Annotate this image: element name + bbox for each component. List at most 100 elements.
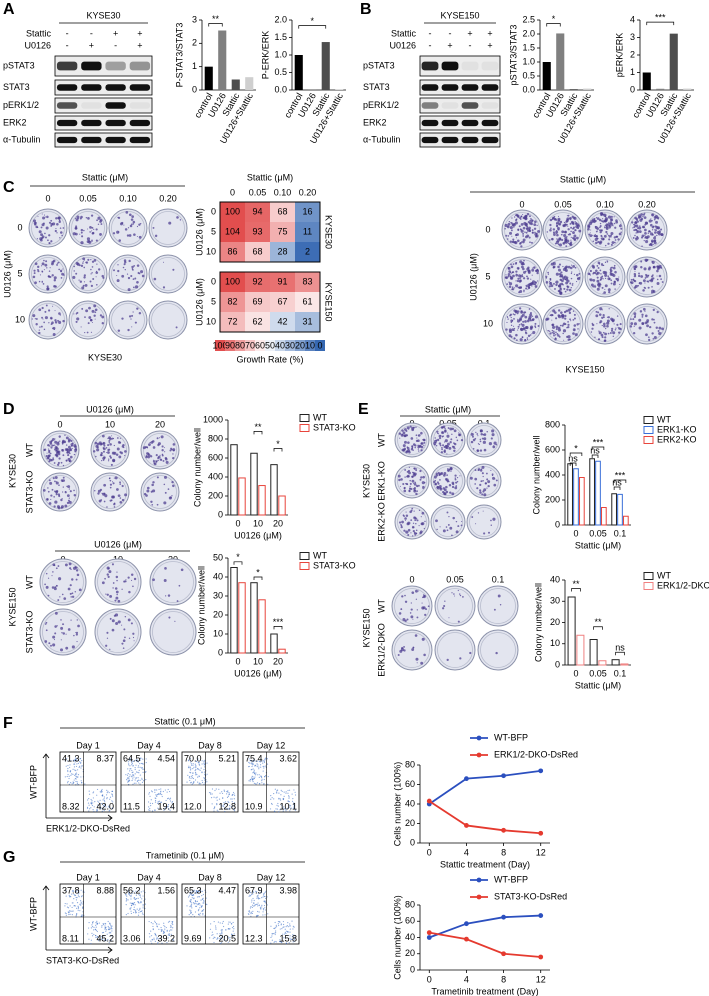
blot-strip — [419, 79, 501, 96]
flow-event — [257, 896, 259, 898]
axis-arrow — [42, 753, 113, 822]
colony — [642, 226, 646, 229]
flow-event — [64, 905, 66, 907]
flow-event — [141, 777, 143, 779]
flow-event — [129, 770, 131, 772]
colony — [520, 323, 523, 325]
colony — [604, 225, 606, 227]
flow-event — [222, 797, 224, 799]
flow-event — [130, 902, 133, 904]
flow-event — [291, 800, 294, 802]
colony — [152, 489, 156, 493]
colony — [557, 284, 561, 288]
y-tick-label: 60 — [405, 779, 415, 789]
flow-event — [145, 761, 147, 764]
bar — [250, 582, 258, 654]
x-tick-label: 0.05 — [589, 528, 607, 538]
colony — [572, 231, 575, 234]
flow-event — [292, 928, 294, 930]
heatmap-row-label: 5 — [211, 226, 216, 236]
flow-event — [265, 765, 267, 767]
heatmap-value: 100 — [225, 276, 240, 286]
colony — [104, 494, 108, 498]
colony — [479, 469, 483, 472]
colony — [656, 310, 659, 314]
colony — [528, 221, 532, 225]
flow-event — [258, 760, 261, 763]
colony — [114, 476, 118, 480]
colony — [573, 317, 576, 320]
flow-event — [203, 779, 206, 781]
flow-event — [264, 907, 266, 909]
colony — [64, 448, 68, 451]
colony — [454, 595, 456, 597]
colony — [71, 578, 74, 581]
colony — [83, 266, 86, 269]
colony — [138, 311, 142, 315]
colony — [413, 426, 415, 429]
flow-day: Day 8 — [198, 872, 222, 882]
colony — [64, 434, 66, 436]
flow-event — [189, 766, 192, 768]
plate-row-title: U0126 (μM) — [2, 250, 12, 298]
flow-event — [188, 777, 190, 779]
colony — [405, 511, 407, 513]
flow-event — [191, 777, 193, 779]
flow-event — [273, 798, 275, 800]
y-tick-label: 1.5 — [522, 42, 535, 52]
colony — [532, 318, 535, 321]
colony — [450, 470, 452, 472]
colony — [557, 215, 560, 217]
flow-event — [75, 769, 77, 772]
flow-event — [279, 809, 281, 811]
colony — [611, 241, 615, 244]
colony — [77, 624, 80, 628]
heatmap-value: 62 — [252, 316, 262, 326]
flow-event — [104, 939, 106, 941]
colony — [54, 480, 56, 483]
flow-event — [258, 766, 260, 768]
colony — [447, 470, 450, 472]
colony — [58, 268, 61, 271]
flow-event — [90, 927, 92, 929]
y-tick-label: 20 — [213, 609, 223, 619]
colony — [644, 277, 647, 279]
plate-column-label: 0 — [519, 199, 524, 209]
colony — [608, 290, 611, 294]
colony — [126, 234, 130, 237]
blot-band — [461, 61, 479, 71]
colony — [651, 318, 654, 321]
flow-event — [251, 778, 254, 780]
colony — [459, 594, 462, 597]
protein-label: pERK1/2 — [363, 100, 399, 110]
flow-event — [151, 810, 154, 812]
heatmap-cell — [220, 272, 245, 292]
colony — [479, 483, 482, 486]
heatmap-value: 68 — [277, 206, 287, 216]
colorbar-cell — [305, 340, 315, 351]
colony — [106, 573, 109, 576]
colony — [52, 305, 54, 307]
colony — [41, 223, 45, 227]
flow-event — [250, 906, 252, 908]
colony — [528, 215, 531, 218]
flow-event — [271, 803, 273, 805]
blot-strip — [419, 132, 501, 148]
colony — [111, 435, 113, 437]
x-tick-label: 0.1 — [614, 528, 627, 538]
colony — [564, 290, 567, 293]
colony — [523, 221, 527, 225]
flow-event — [230, 806, 232, 808]
panel-label: A — [3, 1, 15, 18]
colony — [531, 231, 534, 234]
colony — [574, 266, 577, 269]
flow-event — [253, 758, 255, 760]
colony — [547, 271, 549, 274]
colony — [592, 234, 594, 236]
flow-event — [95, 922, 97, 924]
colony — [65, 646, 69, 650]
heatmap-value: 28 — [277, 246, 287, 256]
flow-event — [139, 759, 141, 761]
flow-event — [70, 896, 72, 898]
bar — [611, 493, 617, 526]
